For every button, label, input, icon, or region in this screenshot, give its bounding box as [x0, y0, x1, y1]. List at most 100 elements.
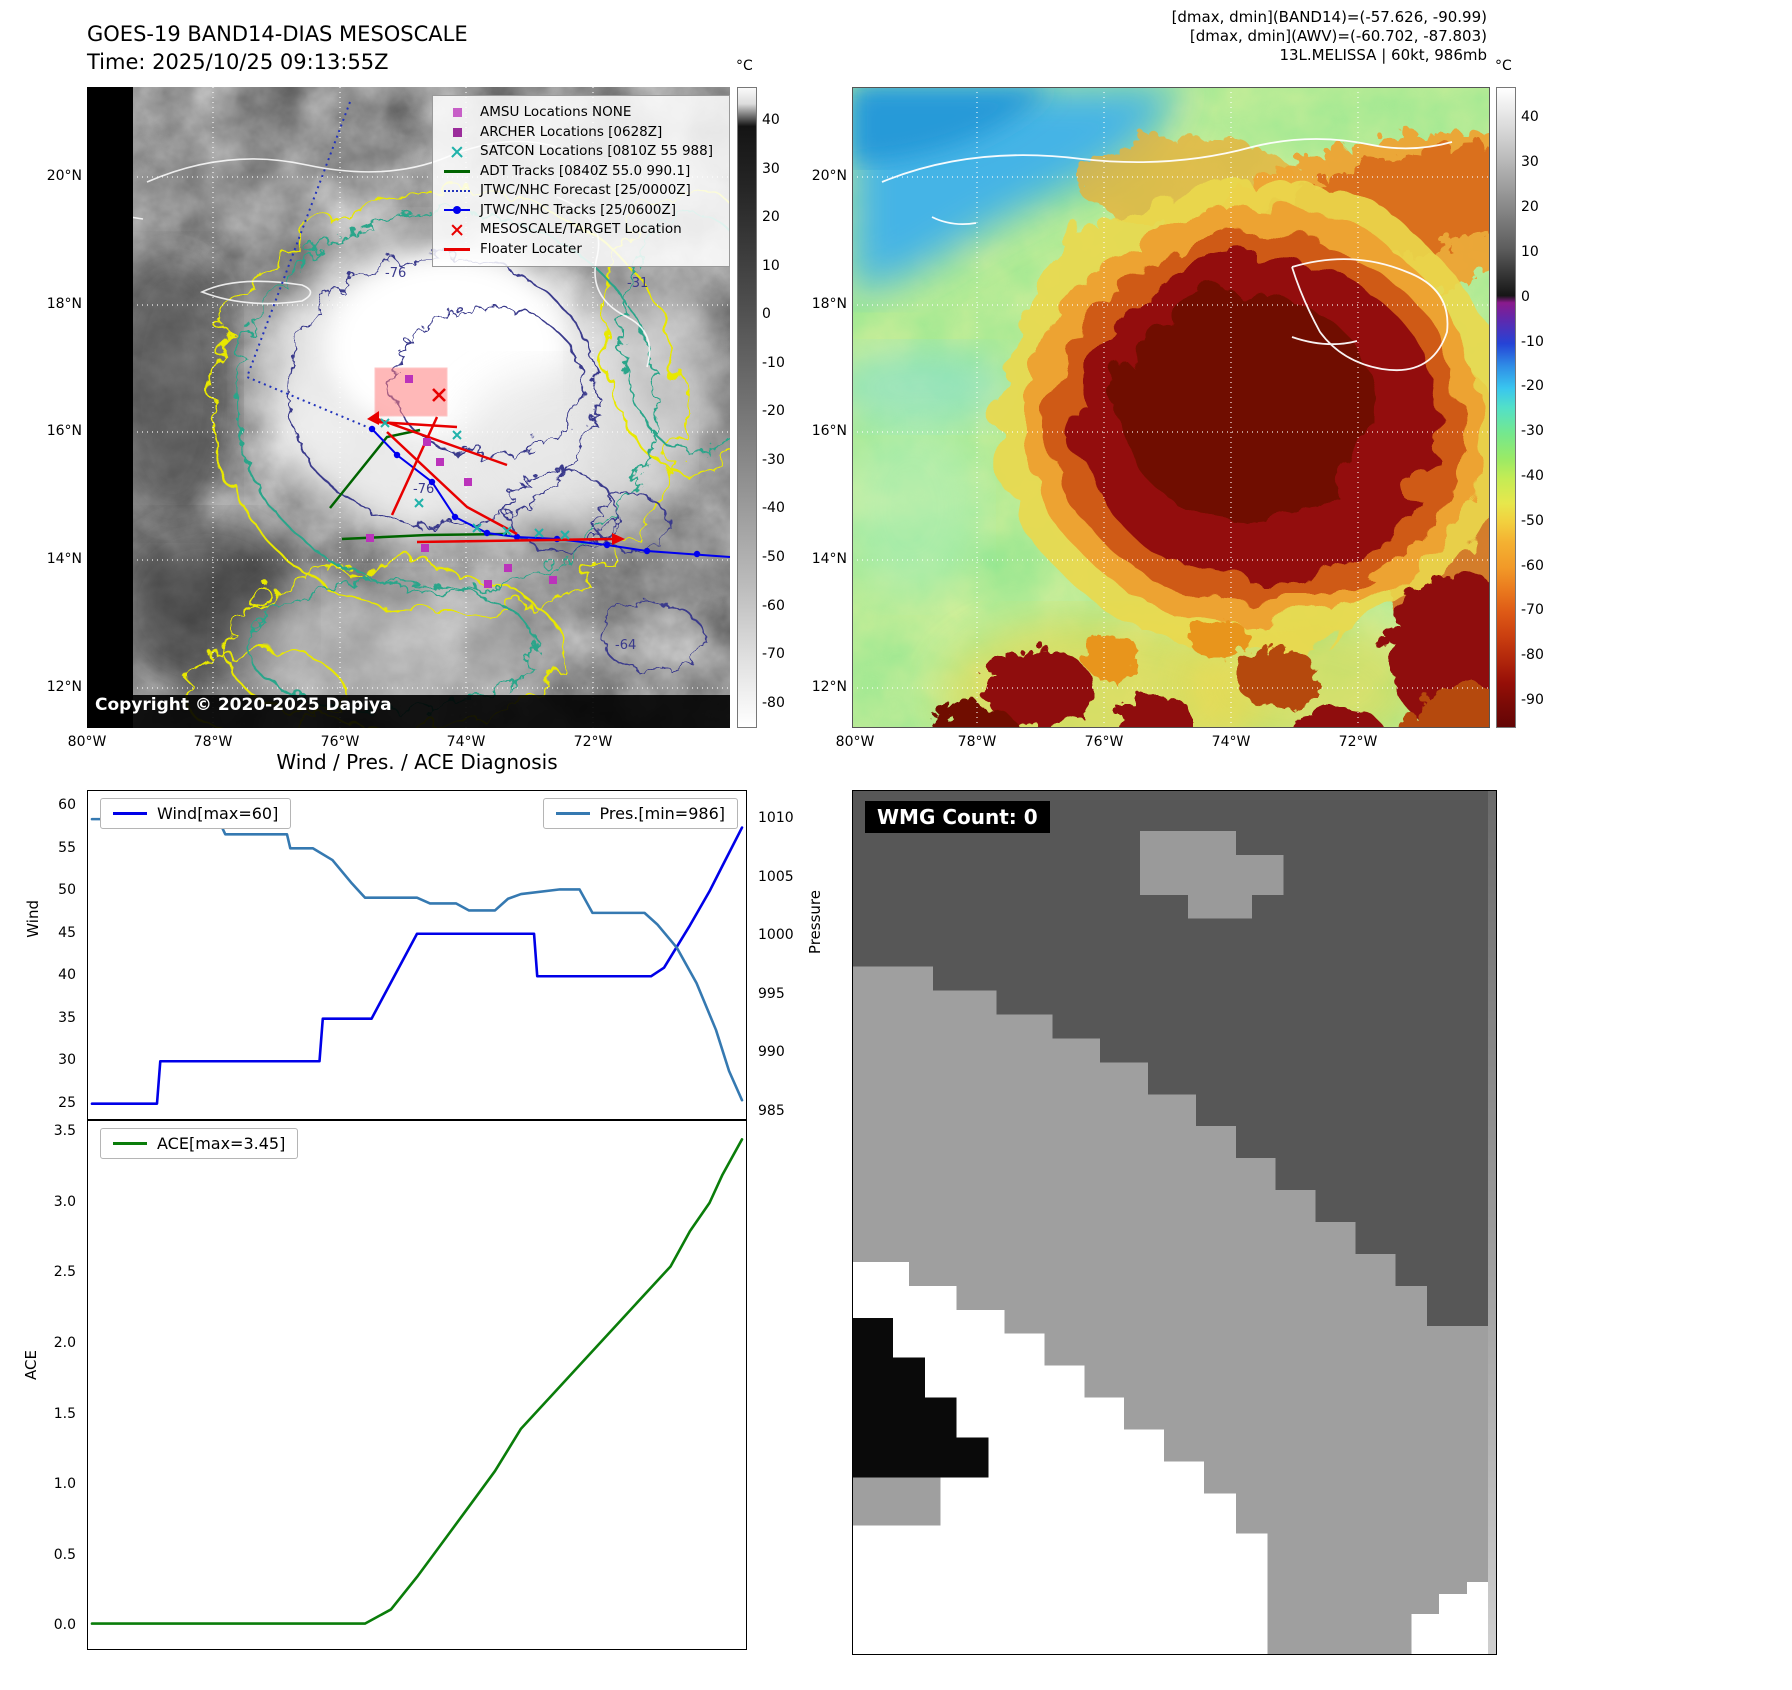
ace-line-icon	[113, 1142, 147, 1145]
graticule	[852, 87, 1490, 728]
tick-label: 80°W	[67, 734, 107, 750]
tick-label: -50	[762, 549, 785, 566]
tick-label: -70	[762, 646, 785, 663]
legend-label: ARCHER Locations [0628Z]	[480, 123, 663, 140]
ace-legend: ACE[max=3.45]	[100, 1128, 299, 1159]
tick-label: 35	[58, 1009, 76, 1026]
series-line	[90, 1138, 744, 1625]
floater-line-icon	[444, 247, 470, 251]
tick-label: 20	[1521, 199, 1539, 216]
tick-label: 25	[58, 1094, 76, 1111]
tick-label: 40	[58, 967, 76, 984]
dmax-dmin-band14: [dmax, dmin](BAND14)=(-57.626, -90.99)	[1171, 8, 1487, 26]
tick-label: 2.0	[53, 1335, 76, 1352]
pressure-legend-label: Pres.[min=986]	[599, 804, 725, 823]
wmg-panel: WMG Count: 0	[852, 790, 1497, 1655]
tick-label: -80	[762, 694, 785, 711]
tick-label: -60	[1521, 557, 1544, 574]
tick-label: 985	[758, 1102, 785, 1119]
tick-label: -90	[1521, 692, 1544, 709]
archer-marker-icon	[452, 127, 462, 137]
tick-label: 3.5	[53, 1123, 76, 1140]
track-line-icon	[444, 206, 470, 215]
wind-pressure-plot	[90, 817, 744, 1105]
tick-label: 50	[58, 882, 76, 899]
storm-id-intensity: 13L.MELISSA | 60kt, 986mb	[1279, 46, 1487, 64]
legend-item: ARCHER Locations [0628Z]	[442, 123, 720, 143]
tick-label: 12°N	[46, 679, 82, 695]
legend-label: JTWC/NHC Forecast [25/0000Z]	[480, 182, 691, 198]
archer-markers	[366, 375, 557, 588]
tick-label: 30	[762, 160, 780, 177]
tick-label: 78°W	[957, 734, 997, 750]
target-x-icon	[432, 388, 446, 402]
legend-item: JTWC/NHC Forecast [25/0000Z]	[442, 181, 720, 201]
awv-colorbar	[1496, 87, 1516, 728]
coastlines	[881, 138, 1453, 371]
tick-label: -20	[1521, 378, 1544, 395]
tick-label: 18°N	[46, 296, 82, 312]
tick-label: 2.5	[53, 1264, 76, 1281]
tick-label: -70	[1521, 602, 1544, 619]
pressure-axis-ticks: 1010 1005 1000 995 990 985	[752, 791, 806, 1119]
tick-label: 1005	[758, 868, 794, 885]
wind-legend-label: Wind[max=60]	[157, 804, 279, 823]
tick-label: 1.5	[53, 1405, 76, 1422]
satcon-markers	[380, 418, 570, 540]
wind-pressure-chart: 60 55 50 45 40 35 30 25 1010 1005 1000 995 990 985 W…	[58, 790, 794, 1120]
central-dense-overcast	[987, 172, 1490, 642]
tick-label: 45	[58, 924, 76, 941]
pressure-line-icon	[555, 812, 590, 815]
tick-label: 0	[1521, 288, 1530, 305]
tick-label: -30	[1521, 423, 1544, 440]
svg-text:-76: -76	[413, 482, 434, 497]
series-line	[90, 826, 744, 1105]
tick-label: -30	[762, 451, 785, 468]
tick-label: -40	[762, 500, 785, 517]
storm-info: [dmax, dmin](BAND14)=(-57.626, -90.99) […	[900, 8, 1487, 65]
wmg-mask-image	[853, 791, 1496, 1654]
legend-label: ADT Tracks [0840Z 55.0 990.1]	[480, 162, 691, 179]
adt-track-icon	[444, 169, 470, 173]
wind-line-icon	[113, 812, 147, 815]
tick-label: 1010	[758, 810, 794, 827]
tick-label: 30	[1521, 154, 1539, 171]
tick-label: 72°W	[573, 734, 613, 750]
series-line	[90, 817, 744, 1102]
tick-label: 16°N	[811, 423, 847, 439]
legend-item: SATCON Locations [0810Z 55 988]	[442, 142, 720, 162]
tick-label: 18°N	[811, 296, 847, 312]
tick-label: -10	[762, 354, 785, 371]
tick-label: 55	[58, 839, 76, 856]
tick-label: -20	[762, 403, 785, 420]
pressure-legend: Pres.[min=986]	[542, 798, 738, 829]
legend-item: JTWC/NHC Tracks [25/0600Z]	[442, 201, 720, 221]
tick-label: 80°W	[835, 734, 875, 750]
tick-label: -60	[762, 597, 785, 614]
legend-item: ADT Tracks [0840Z 55.0 990.1]	[442, 162, 720, 182]
forecast-line-icon	[444, 189, 470, 192]
band14-colorbar	[737, 87, 757, 728]
tick-label: 40	[762, 111, 780, 128]
colorbar-unit-left: °C	[736, 58, 753, 74]
diagnosis-chart-title: Wind / Pres. / ACE Diagnosis	[276, 750, 558, 774]
contour-labels: -76 -31 -76 -64	[385, 266, 648, 653]
tick-label: 1000	[758, 927, 794, 944]
tick-label: 1.0	[53, 1476, 76, 1493]
legend-item: AMSU Locations NONE	[442, 103, 720, 123]
svg-text:-76: -76	[385, 266, 406, 281]
tick-label: 995	[758, 985, 785, 1002]
floater-arrowhead2	[367, 411, 379, 425]
ace-chart: 3.5 3.0 2.5 2.0 1.5 1.0 0.5 0.0 ACE[max=3.45]	[54, 1120, 747, 1650]
tick-label: 20	[762, 209, 780, 226]
tick-label: 0.0	[53, 1617, 76, 1634]
tick-label: 78°W	[193, 734, 233, 750]
legend-item: Floater Locater	[442, 240, 720, 260]
ace-plot	[90, 1138, 744, 1625]
wind-axis-ticks: 60 55 50 45 40 35 30 25	[34, 791, 82, 1119]
tick-label: 74°W	[1211, 734, 1251, 750]
dmax-dmin-awv: [dmax, dmin](AWV)=(-60.702, -87.803)	[1189, 27, 1487, 45]
tick-label: 990	[758, 1044, 785, 1061]
legend-label: JTWC/NHC Tracks [25/0600Z]	[480, 201, 677, 218]
legend-item: MESOSCALE/TARGET Location	[442, 220, 720, 240]
